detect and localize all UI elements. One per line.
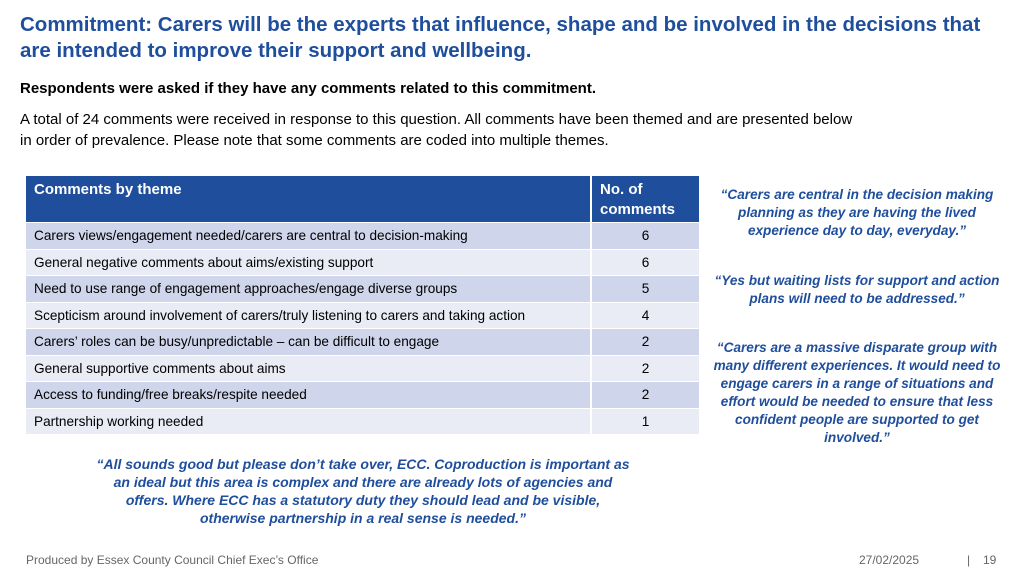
- count-cell: 6: [590, 222, 699, 249]
- question-subtitle: Respondents were asked if they have any …: [20, 80, 596, 97]
- footer-producer: Produced by Essex County Council Chief E…: [26, 553, 319, 567]
- page-title: Commitment: Carers will be the experts t…: [20, 13, 981, 62]
- intro-paragraph: A total of 24 comments were received in …: [20, 111, 853, 149]
- quote-waiting-lists: “Yes but waiting lists for support and a…: [714, 273, 1000, 306]
- themes-table: Comments by theme No. of comments Carers…: [26, 176, 699, 434]
- count-cell: 2: [590, 381, 699, 408]
- table-row: Scepticism around involvement of carers/…: [26, 301, 699, 329]
- table-row: General supportive comments about aims 2: [26, 354, 699, 382]
- count-cell: 5: [590, 275, 699, 302]
- table-row: Access to funding/free breaks/respite ne…: [26, 381, 699, 408]
- theme-cell: Carers views/engagement needed/carers ar…: [26, 222, 591, 249]
- theme-cell: Partnership working needed: [26, 407, 591, 434]
- table-row: Carers’ roles can be busy/unpredictable …: [26, 328, 699, 355]
- theme-cell: Carers’ roles can be busy/unpredictable …: [26, 328, 591, 355]
- header-theme: Comments by theme: [26, 176, 592, 223]
- header-count: No. of comments: [591, 176, 699, 223]
- table-row: Carers views/engagement needed/carers ar…: [26, 222, 699, 249]
- quote-coproduction: “All sounds good but please don’t take o…: [96, 456, 630, 526]
- table-row: Need to use range of engagement approach…: [26, 275, 699, 302]
- theme-cell: Access to funding/free breaks/respite ne…: [26, 381, 591, 408]
- table-header-row: Comments by theme No. of comments: [26, 176, 699, 223]
- theme-cell: Need to use range of engagement approach…: [26, 275, 591, 302]
- count-cell: 1: [590, 407, 699, 434]
- count-cell: 4: [590, 301, 699, 329]
- quote-disparate-group: “Carers are a massive disparate group wi…: [713, 340, 1001, 445]
- count-cell: 2: [590, 328, 699, 355]
- table-row: General negative comments about aims/exi…: [26, 248, 699, 276]
- count-cell: 2: [590, 354, 699, 382]
- count-cell: 6: [590, 248, 699, 276]
- footer-date: 27/02/2025: [859, 553, 920, 567]
- theme-cell: Scepticism around involvement of carers/…: [26, 301, 591, 329]
- footer-page-number: 19: [983, 553, 997, 567]
- quote-central-decision: “Carers are central in the decision maki…: [720, 187, 994, 238]
- table-row: Partnership working needed 1: [26, 407, 699, 434]
- footer-separator: |: [967, 553, 971, 567]
- theme-cell: General supportive comments about aims: [26, 354, 591, 382]
- theme-cell: General negative comments about aims/exi…: [26, 248, 591, 276]
